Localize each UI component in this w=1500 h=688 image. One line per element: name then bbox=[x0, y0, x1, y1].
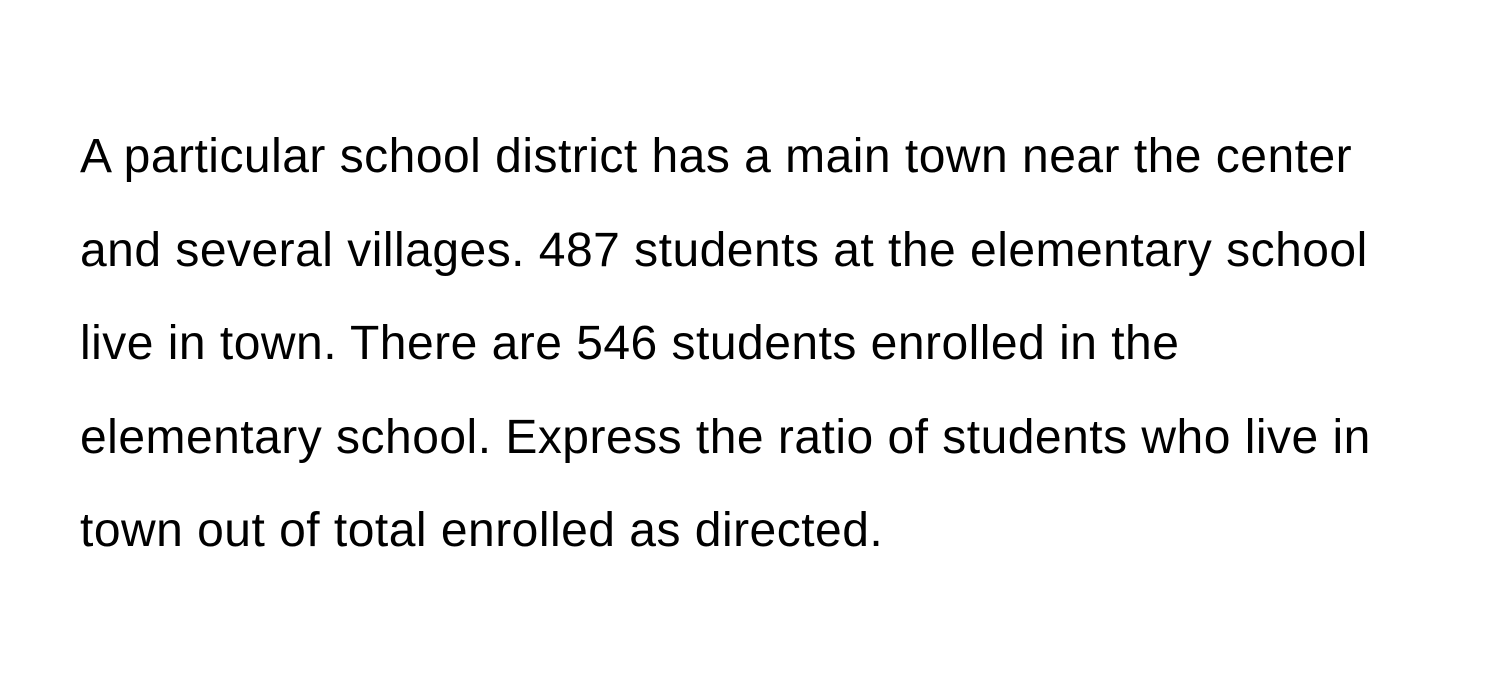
problem-statement: A particular school district has a main … bbox=[80, 110, 1420, 578]
